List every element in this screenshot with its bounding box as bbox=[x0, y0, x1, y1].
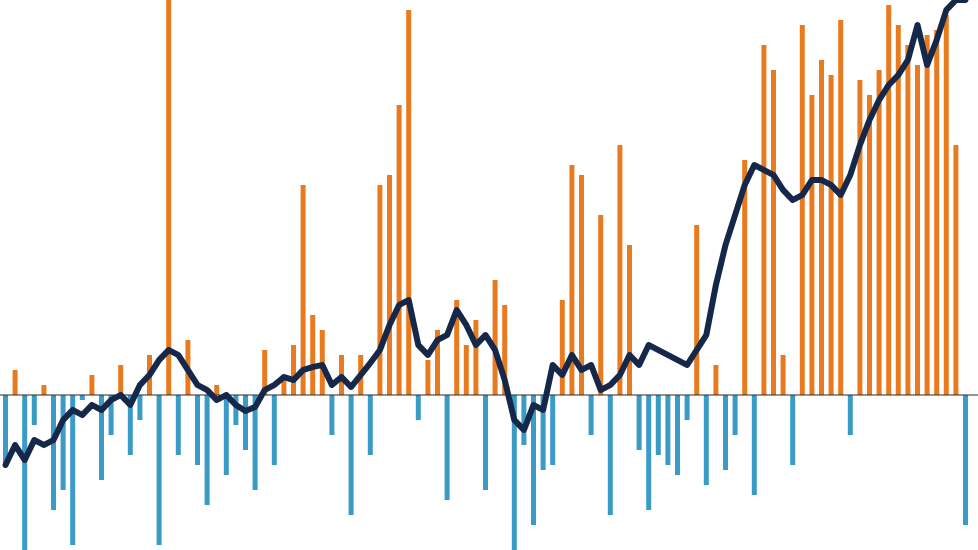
bar bbox=[397, 105, 402, 395]
bar bbox=[310, 315, 315, 395]
bar bbox=[857, 80, 862, 395]
bar bbox=[800, 25, 805, 395]
bar bbox=[137, 395, 142, 420]
bar bbox=[637, 395, 642, 450]
bar bbox=[848, 395, 853, 435]
bars-group bbox=[3, 0, 968, 550]
bar bbox=[493, 280, 498, 395]
bar bbox=[214, 385, 219, 395]
bar bbox=[157, 395, 162, 545]
bar bbox=[829, 75, 834, 395]
bar bbox=[205, 395, 210, 505]
bar bbox=[51, 395, 56, 510]
bar bbox=[80, 395, 85, 400]
bar bbox=[377, 185, 382, 395]
bar bbox=[195, 395, 200, 465]
bar bbox=[752, 395, 757, 495]
bar bbox=[944, 15, 949, 395]
bar bbox=[665, 395, 670, 465]
bar bbox=[425, 360, 430, 395]
bar bbox=[685, 395, 690, 420]
bar bbox=[819, 60, 824, 395]
bar bbox=[13, 370, 18, 395]
bar bbox=[550, 395, 555, 465]
bar bbox=[22, 395, 27, 550]
bar bbox=[464, 345, 469, 395]
bar bbox=[560, 300, 565, 395]
bar bbox=[445, 395, 450, 500]
bar bbox=[723, 395, 728, 470]
bar bbox=[809, 95, 814, 395]
bar bbox=[32, 395, 37, 425]
bar bbox=[598, 215, 603, 395]
bar bbox=[473, 320, 478, 395]
bar bbox=[89, 375, 94, 395]
bar bbox=[925, 35, 930, 395]
bar bbox=[656, 395, 661, 455]
combo-chart bbox=[0, 0, 978, 550]
bar bbox=[934, 30, 939, 395]
bar bbox=[301, 185, 306, 395]
bar bbox=[291, 345, 296, 395]
bar bbox=[704, 395, 709, 485]
bar bbox=[224, 395, 229, 475]
bar bbox=[368, 395, 373, 455]
bar bbox=[953, 145, 958, 395]
bar bbox=[675, 395, 680, 475]
bar bbox=[61, 395, 66, 490]
bar bbox=[416, 395, 421, 420]
bar bbox=[243, 395, 248, 450]
bar bbox=[915, 65, 920, 395]
bar bbox=[617, 145, 622, 395]
bar bbox=[406, 10, 411, 395]
bar bbox=[905, 45, 910, 395]
bar bbox=[877, 70, 882, 395]
bar bbox=[646, 395, 651, 510]
bar bbox=[886, 5, 891, 395]
bar bbox=[118, 365, 123, 395]
bar bbox=[329, 395, 334, 435]
bar bbox=[867, 95, 872, 395]
bar bbox=[713, 365, 718, 395]
bar bbox=[589, 395, 594, 435]
bar bbox=[790, 395, 795, 465]
bar bbox=[608, 395, 613, 515]
bar bbox=[41, 385, 46, 395]
bar bbox=[70, 395, 75, 545]
bar bbox=[349, 395, 354, 515]
bar bbox=[781, 355, 786, 395]
bar bbox=[166, 0, 171, 395]
bar bbox=[963, 395, 968, 525]
bar bbox=[771, 70, 776, 395]
bar bbox=[272, 395, 277, 465]
bar bbox=[761, 45, 766, 395]
bar bbox=[176, 395, 181, 455]
bar bbox=[733, 395, 738, 435]
bar bbox=[627, 245, 632, 395]
bar bbox=[483, 395, 488, 490]
bar bbox=[694, 225, 699, 395]
bar bbox=[387, 175, 392, 395]
bar bbox=[838, 20, 843, 395]
